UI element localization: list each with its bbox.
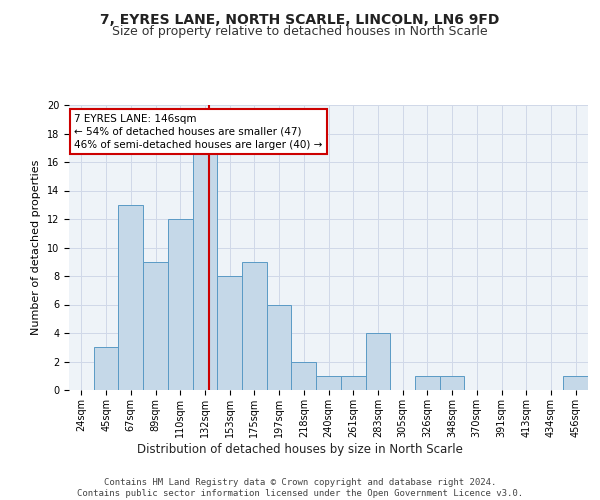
Bar — [118, 205, 143, 390]
Bar — [242, 262, 267, 390]
Text: Distribution of detached houses by size in North Scarle: Distribution of detached houses by size … — [137, 442, 463, 456]
Text: Contains HM Land Registry data © Crown copyright and database right 2024.
Contai: Contains HM Land Registry data © Crown c… — [77, 478, 523, 498]
Bar — [168, 219, 193, 390]
Bar — [292, 362, 316, 390]
Y-axis label: Number of detached properties: Number of detached properties — [31, 160, 41, 335]
Bar — [143, 262, 168, 390]
Text: 7, EYRES LANE, NORTH SCARLE, LINCOLN, LN6 9FD: 7, EYRES LANE, NORTH SCARLE, LINCOLN, LN… — [100, 12, 500, 26]
Bar — [415, 376, 440, 390]
Bar — [341, 376, 365, 390]
Text: 7 EYRES LANE: 146sqm
← 54% of detached houses are smaller (47)
46% of semi-detac: 7 EYRES LANE: 146sqm ← 54% of detached h… — [74, 114, 323, 150]
Bar — [267, 304, 292, 390]
Bar — [440, 376, 464, 390]
Bar — [563, 376, 588, 390]
Bar — [193, 148, 217, 390]
Text: Size of property relative to detached houses in North Scarle: Size of property relative to detached ho… — [112, 25, 488, 38]
Bar — [94, 347, 118, 390]
Bar — [217, 276, 242, 390]
Bar — [365, 333, 390, 390]
Bar — [316, 376, 341, 390]
